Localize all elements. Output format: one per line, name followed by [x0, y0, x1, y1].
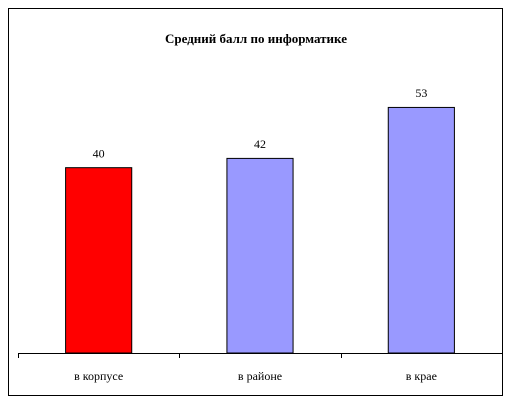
- x-tick-label: в корпусе: [74, 369, 123, 383]
- chart-title: Средний балл по информатике: [165, 31, 347, 46]
- data-label: 40: [93, 146, 105, 160]
- x-tick-label: в крае: [406, 369, 437, 383]
- bar: [65, 167, 133, 354]
- x-tick-label: в районе: [238, 369, 282, 383]
- data-label: 42: [254, 137, 266, 151]
- data-label: 53: [415, 86, 427, 100]
- bar: [226, 157, 294, 354]
- bar: [387, 106, 455, 354]
